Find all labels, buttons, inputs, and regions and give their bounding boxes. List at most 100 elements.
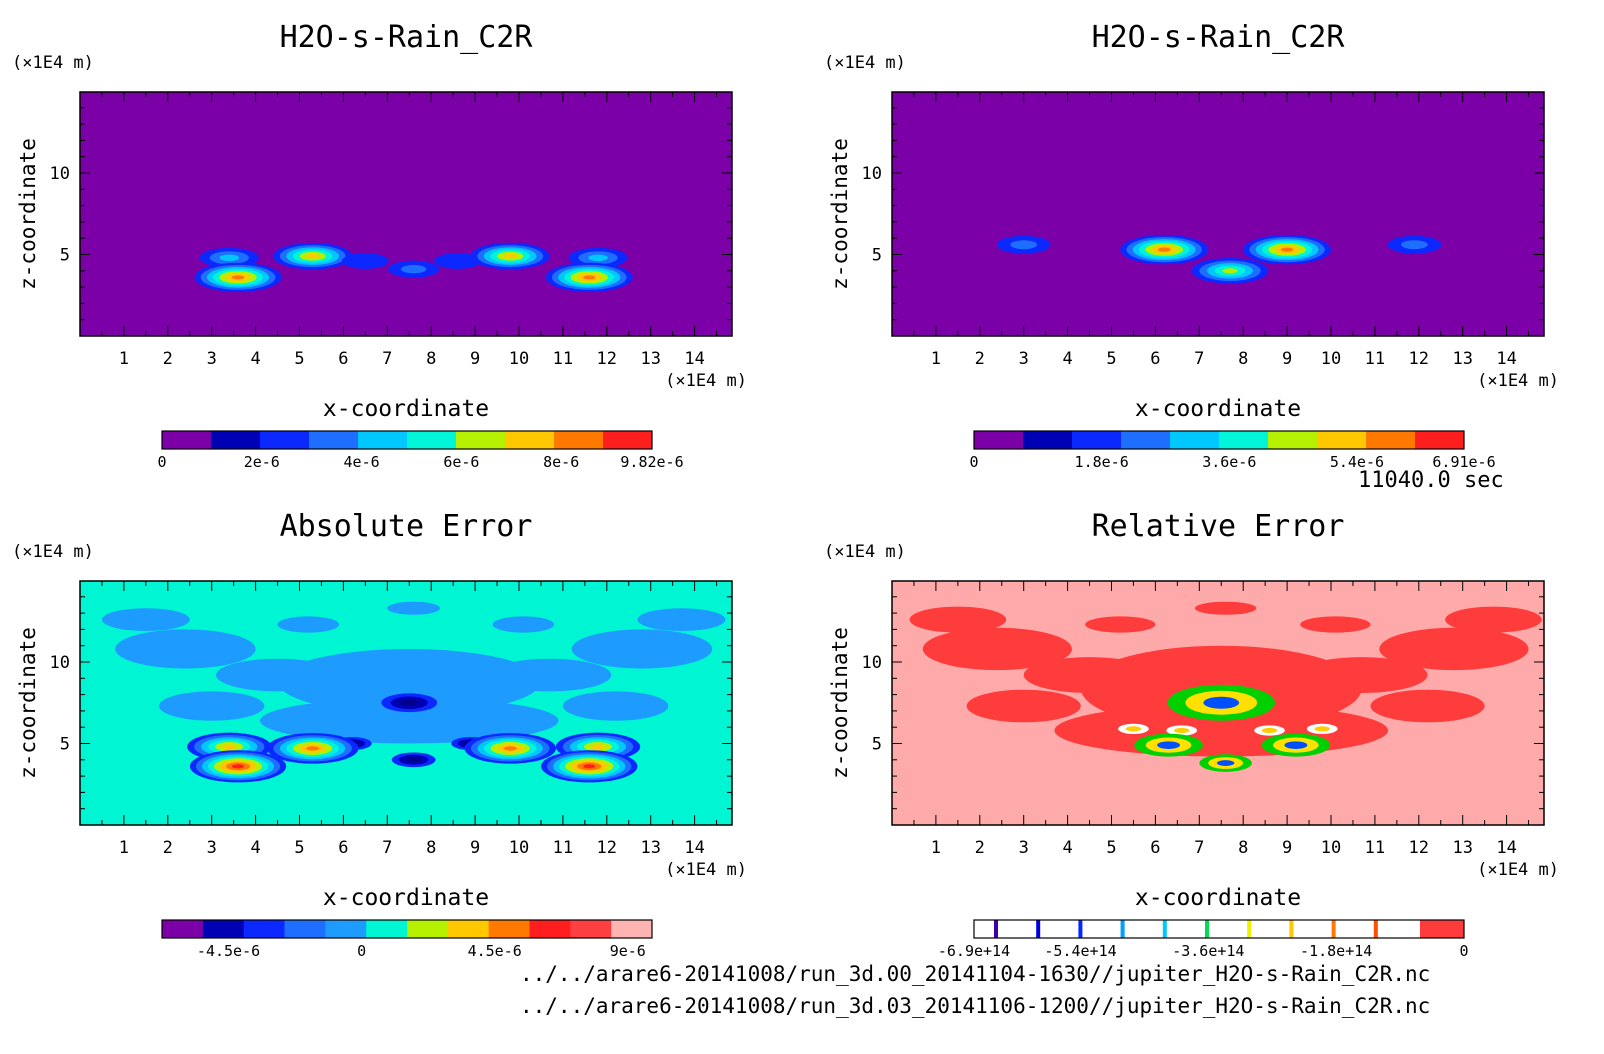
x-tick-label: 8	[1238, 349, 1248, 369]
data-feature-7-level-2	[1216, 760, 1235, 766]
colorbar-band	[1317, 431, 1367, 449]
colorbar: -6.9e+14 -5.4e+14 -3.6e+14 -1.8e+14 0	[938, 919, 1469, 960]
x-tick-label: 2	[163, 838, 173, 858]
colorbar-frame	[973, 919, 1465, 939]
x-axis-label: x-coordinate	[323, 885, 489, 911]
x-tick-label: 6	[1150, 838, 1160, 858]
data-feature-5-level-7	[232, 764, 245, 769]
plot-field	[909, 601, 1542, 772]
colorbar-line	[994, 920, 998, 938]
x-tick-label: 13	[640, 349, 660, 369]
colorbar-band	[202, 920, 245, 938]
plot-field	[194, 242, 633, 292]
y-axis-label: z-coordinate	[828, 627, 852, 779]
x-tick-label: 4	[1062, 838, 1072, 858]
y-tick-label: 5	[60, 246, 70, 266]
data-feature-8-level-5	[590, 744, 606, 750]
colorbar-band	[284, 920, 326, 938]
panel-title: Absolute Error	[280, 509, 533, 544]
x-tick-label: 14	[1496, 349, 1516, 369]
x-tick-label: 2	[975, 349, 985, 369]
x-tick-label: 3	[1019, 349, 1029, 369]
x-unit-label: (×1E4 m)	[665, 371, 747, 391]
colorbar-tick-label: -4.5e-6	[197, 942, 260, 960]
x-axis-label: x-coordinate	[1135, 396, 1301, 422]
x-axis-label: x-coordinate	[1135, 885, 1301, 911]
colorbar-band	[529, 920, 571, 938]
data-feature-0-level-2	[1203, 696, 1240, 709]
colorbar-tick-label: 3.6e-6	[1202, 453, 1256, 471]
x-tick-label: 11	[1365, 838, 1385, 858]
data-feature-6-level-2	[1284, 741, 1308, 749]
colorbar-tick-label: 1.8e-6	[1075, 453, 1129, 471]
colorbar-band	[611, 920, 653, 938]
colorbar-band	[1366, 431, 1416, 449]
data-feature-8-level-6	[583, 275, 596, 280]
colorbar-tick-label: 4e-6	[344, 453, 380, 471]
colorbar-tick-label: -3.6e+14	[1172, 942, 1244, 960]
error-region-5	[159, 691, 265, 721]
colorbar-band	[162, 431, 212, 449]
x-tick-label: 2	[163, 349, 173, 369]
plot-field	[101, 601, 726, 783]
data-feature-5-level-0	[434, 253, 481, 269]
plot-frame	[79, 91, 733, 337]
error-region-10	[277, 616, 340, 633]
error-region-11	[492, 616, 555, 633]
colorbar-tick-label: 4.5e-6	[468, 942, 522, 960]
x-tick-label: 11	[553, 838, 573, 858]
colorbar-tick-label: 8e-6	[543, 453, 579, 471]
x-tick-label: 14	[684, 349, 704, 369]
x-axis-label: x-coordinate	[323, 396, 489, 422]
data-feature-2-level-5	[306, 253, 320, 259]
colorbar-frame	[161, 430, 653, 450]
colorbar-band	[456, 431, 506, 449]
file-path-1: ../../arare6-20141008/run_3d.00_20141104…	[520, 962, 1431, 986]
x-tick-label: 2	[975, 838, 985, 858]
x-tick-label: 13	[1452, 838, 1472, 858]
colorbar-band	[1268, 431, 1318, 449]
colorbar-line	[1247, 920, 1252, 938]
colorbar-band	[603, 431, 653, 449]
plot-frame	[891, 580, 1545, 826]
colorbar-tick-label: 0	[1459, 942, 1468, 960]
x-tick-label: 12	[597, 838, 617, 858]
data-feature-5-level-2	[1157, 741, 1180, 749]
x-unit-label: (×1E4 m)	[1477, 860, 1559, 880]
data-feature-0-level-2	[399, 699, 419, 706]
colorbar-frame	[161, 919, 653, 939]
colorbar: -4.5e-6 0 4.5e-6 9e-6	[161, 919, 653, 960]
data-feature-1-level-6	[1157, 247, 1171, 252]
x-tick-label: 6	[338, 838, 348, 858]
y-tick-label: 10	[50, 164, 70, 184]
error-region-6	[562, 691, 669, 721]
panel-title: H2O-s-Rain_C2R	[280, 20, 534, 55]
file-path-2: ../../arare6-20141008/run_3d.03_20141106…	[520, 994, 1431, 1018]
error-region-9	[1445, 606, 1542, 633]
x-tick-label: 11	[553, 349, 573, 369]
y-unit-label: (×1E4 m)	[12, 542, 94, 562]
colorbar-band	[366, 920, 408, 938]
x-tick-label: 5	[294, 838, 304, 858]
colorbar-band	[1415, 431, 1465, 449]
error-region-4	[277, 648, 541, 715]
colorbar-band	[488, 920, 530, 938]
data-feature-7-level-6	[503, 746, 517, 751]
x-tick-label: 10	[1321, 838, 1341, 858]
colorbar-tick-label: 6.91e-6	[1432, 453, 1495, 471]
error-region-8	[101, 608, 190, 632]
colorbar-line	[1036, 920, 1041, 938]
x-tick-label: 4	[1062, 349, 1072, 369]
panel-title: Relative Error	[1092, 509, 1345, 544]
error-region-5	[966, 689, 1081, 723]
colorbar-tick-label: 0	[969, 453, 978, 471]
colorbar-band	[211, 431, 261, 449]
data-feature-0-level-1	[1010, 240, 1038, 250]
data-feature-0-level-2	[219, 254, 240, 262]
x-tick-label: 12	[1409, 349, 1429, 369]
x-tick-label: 14	[684, 838, 704, 858]
colorbar-band	[554, 431, 604, 449]
plot-field	[996, 234, 1442, 284]
x-tick-label: 10	[509, 838, 529, 858]
y-tick-label: 5	[872, 246, 882, 266]
